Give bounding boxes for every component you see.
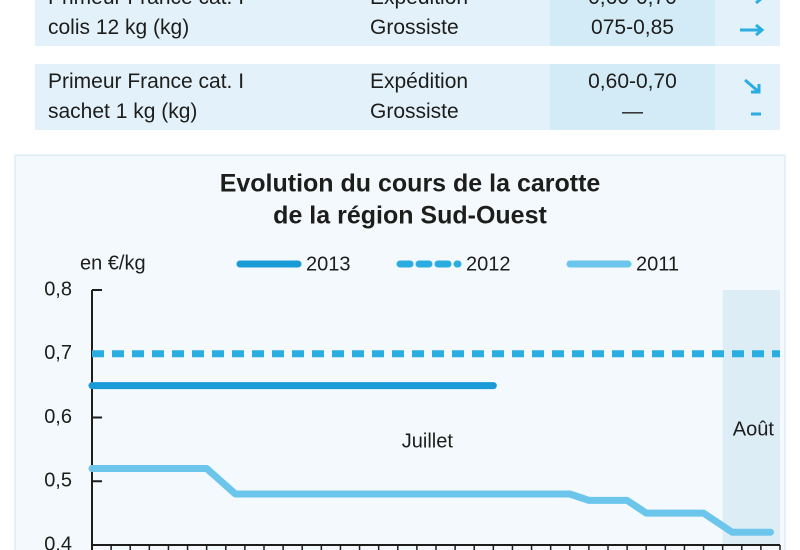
y-tick-label: 0,7 — [44, 342, 72, 364]
annotation: Août — [733, 418, 775, 440]
chart-title: de la région Sud-Ouest — [273, 202, 547, 230]
text: Primeur France cat. I — [48, 0, 244, 13]
price: 0,60-0,70 075-0,85 — [550, 0, 715, 46]
y-tick-label: 0,5 — [44, 470, 72, 492]
text: colis 12 kg (kg) — [48, 16, 190, 39]
trend-icons — [744, 78, 761, 116]
text: — — [622, 100, 643, 123]
chart-title: Evolution du cours de la carotte — [220, 170, 601, 198]
text: Grossiste — [370, 16, 459, 39]
series-line — [88, 465, 774, 536]
legend-label: 2011 — [636, 253, 679, 275]
month-band — [722, 290, 780, 545]
table-row: Primeur France cat. I sachet 1 kg (kg) Ex… — [35, 64, 780, 130]
product: Primeur France cat. I sachet 1 kg (kg) — [48, 67, 244, 127]
y-axis-label: en €/kg — [80, 252, 146, 274]
text: Expédition — [370, 0, 468, 13]
annotation: Juillet — [402, 430, 454, 452]
y-tick-label: 0,6 — [44, 406, 72, 428]
text: Expédition — [370, 70, 469, 93]
legend-label: 2013 — [306, 253, 351, 275]
text: sachet 1 kg (kg) — [48, 100, 198, 123]
legend-label: 2012 — [466, 253, 511, 275]
table-row: Primeur France cat. I colis 12 kg (kg) Ex… — [35, 0, 780, 46]
text: Primeur France cat. I — [48, 70, 245, 93]
text: Grossiste — [370, 100, 459, 123]
text: 075-0,85 — [591, 16, 674, 39]
price: 0,60-0,70 — — [550, 64, 715, 130]
stage: Expédition Grossiste — [370, 67, 468, 127]
stage: Expédition Grossiste — [370, 0, 468, 43]
y-tick-label: 0,8 — [44, 278, 72, 300]
product: Primeur France cat. I colis 12 kg (kg) — [48, 0, 244, 43]
text: 0,60-0,70 — [588, 70, 677, 93]
y-tick-label: 0,4 — [44, 533, 72, 550]
text: 0,60-0,70 — [550, 0, 715, 13]
